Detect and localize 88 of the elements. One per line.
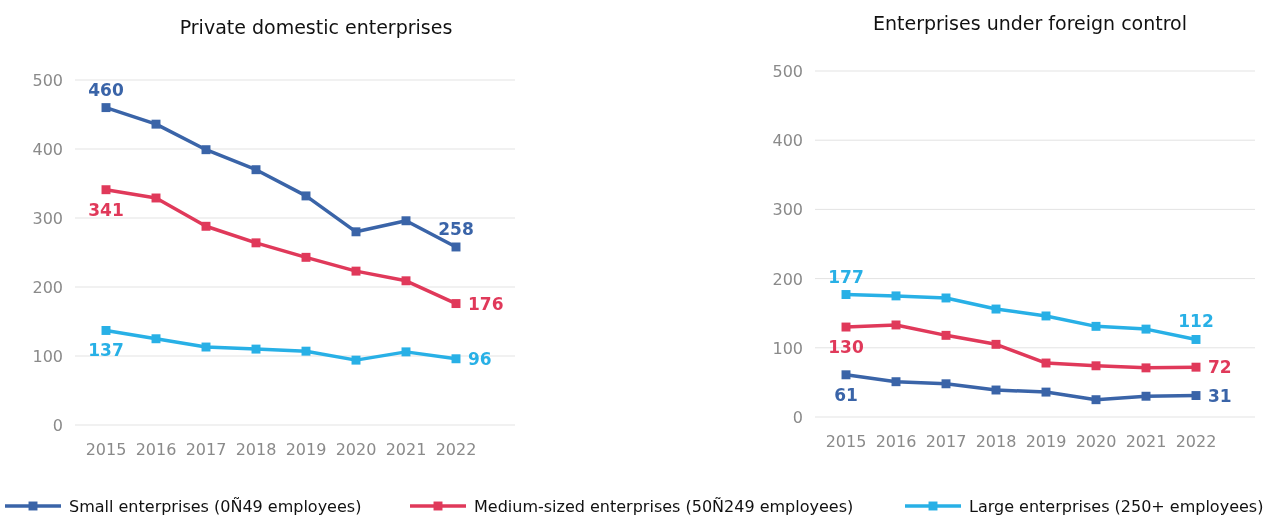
point (401, 276, 411, 286)
point (891, 320, 901, 330)
point (1091, 361, 1101, 371)
y-tick-label: 0 (792, 408, 803, 427)
point (891, 377, 901, 387)
point (151, 119, 161, 129)
point (1141, 324, 1151, 334)
data-label: 96 (468, 348, 492, 369)
point (201, 342, 211, 352)
x-tick-label: 2021 (385, 440, 427, 459)
data-label: 137 (88, 340, 124, 361)
x-tick-label: 2021 (1125, 432, 1167, 451)
point (841, 322, 851, 332)
point (201, 145, 211, 155)
y-tick-label: 0 (52, 416, 63, 435)
point (351, 227, 361, 237)
point (941, 379, 951, 389)
point (1191, 391, 1201, 401)
y-tick-label: 200 (32, 278, 63, 297)
x-tick-label: 2016 (875, 432, 917, 451)
point (351, 266, 361, 276)
point (841, 290, 851, 299)
x-tick-label: 2022 (435, 440, 477, 459)
y-tick-label: 200 (772, 269, 803, 289)
data-label: 176 (468, 293, 504, 314)
y-tick-label: 100 (32, 347, 63, 366)
x-tick-label: 2015 (825, 432, 867, 451)
legend-label: Small enterprises (0Ñ49 employees) (69, 497, 362, 516)
point (301, 191, 311, 201)
point (1191, 335, 1201, 344)
x-tick-label: 2018 (975, 432, 1017, 451)
point (301, 346, 311, 356)
x-tick-label: 2022 (1175, 432, 1217, 451)
data-label: 112 (1178, 311, 1214, 332)
point (251, 165, 261, 175)
y-tick-label: 400 (32, 140, 63, 159)
x-tick-label: 2018 (235, 440, 277, 459)
chart-title: Private domestic enterprises (179, 16, 453, 38)
point (1091, 395, 1101, 405)
y-tick-label: 500 (32, 71, 63, 90)
point (1191, 362, 1201, 372)
point (1141, 391, 1151, 401)
data-label: 61 (834, 384, 858, 405)
point (401, 347, 411, 357)
data-label: 130 (828, 337, 864, 358)
point (451, 299, 461, 309)
x-tick-label: 2019 (285, 440, 327, 459)
point (891, 291, 901, 301)
x-tick-label: 2017 (185, 440, 227, 459)
x-tick-label: 2019 (1025, 432, 1067, 451)
point (1041, 311, 1051, 321)
x-tick-label: 2020 (335, 440, 377, 459)
data-label: 177 (828, 266, 864, 287)
x-tick-label: 2017 (925, 432, 967, 451)
point (401, 216, 411, 226)
point (351, 355, 361, 365)
point (301, 252, 311, 262)
chart-title: Enterprises under foreign control (872, 12, 1188, 34)
y-tick-label: 300 (32, 209, 63, 228)
y-tick-label: 400 (772, 131, 803, 151)
legend-label: Large enterprises (250+ employees) (969, 497, 1264, 516)
point (991, 304, 1001, 314)
x-tick-label: 2020 (1075, 432, 1117, 451)
x-tick-label: 2015 (85, 440, 127, 459)
point (1091, 321, 1101, 331)
y-tick-label: 100 (772, 338, 803, 358)
point (151, 334, 161, 344)
point (941, 330, 951, 340)
point (101, 326, 111, 335)
data-label: 341 (88, 199, 124, 220)
point (991, 339, 1001, 349)
point (251, 344, 261, 354)
point (101, 103, 111, 113)
data-label: 258 (438, 218, 474, 239)
data-label: 460 (88, 79, 124, 100)
y-tick-label: 300 (772, 200, 803, 220)
point (451, 354, 461, 364)
data-label: 72 (1208, 357, 1232, 378)
x-tick-label: 2016 (135, 440, 177, 459)
data-label: 31 (1208, 385, 1232, 406)
point (1041, 387, 1051, 397)
point (201, 221, 211, 231)
point (1141, 363, 1151, 373)
legend-label: Medium-sized enterprises (50Ñ249 employees) (474, 497, 854, 516)
point (251, 238, 261, 248)
point (841, 370, 851, 380)
y-tick-label: 500 (772, 62, 803, 81)
point (101, 185, 111, 195)
